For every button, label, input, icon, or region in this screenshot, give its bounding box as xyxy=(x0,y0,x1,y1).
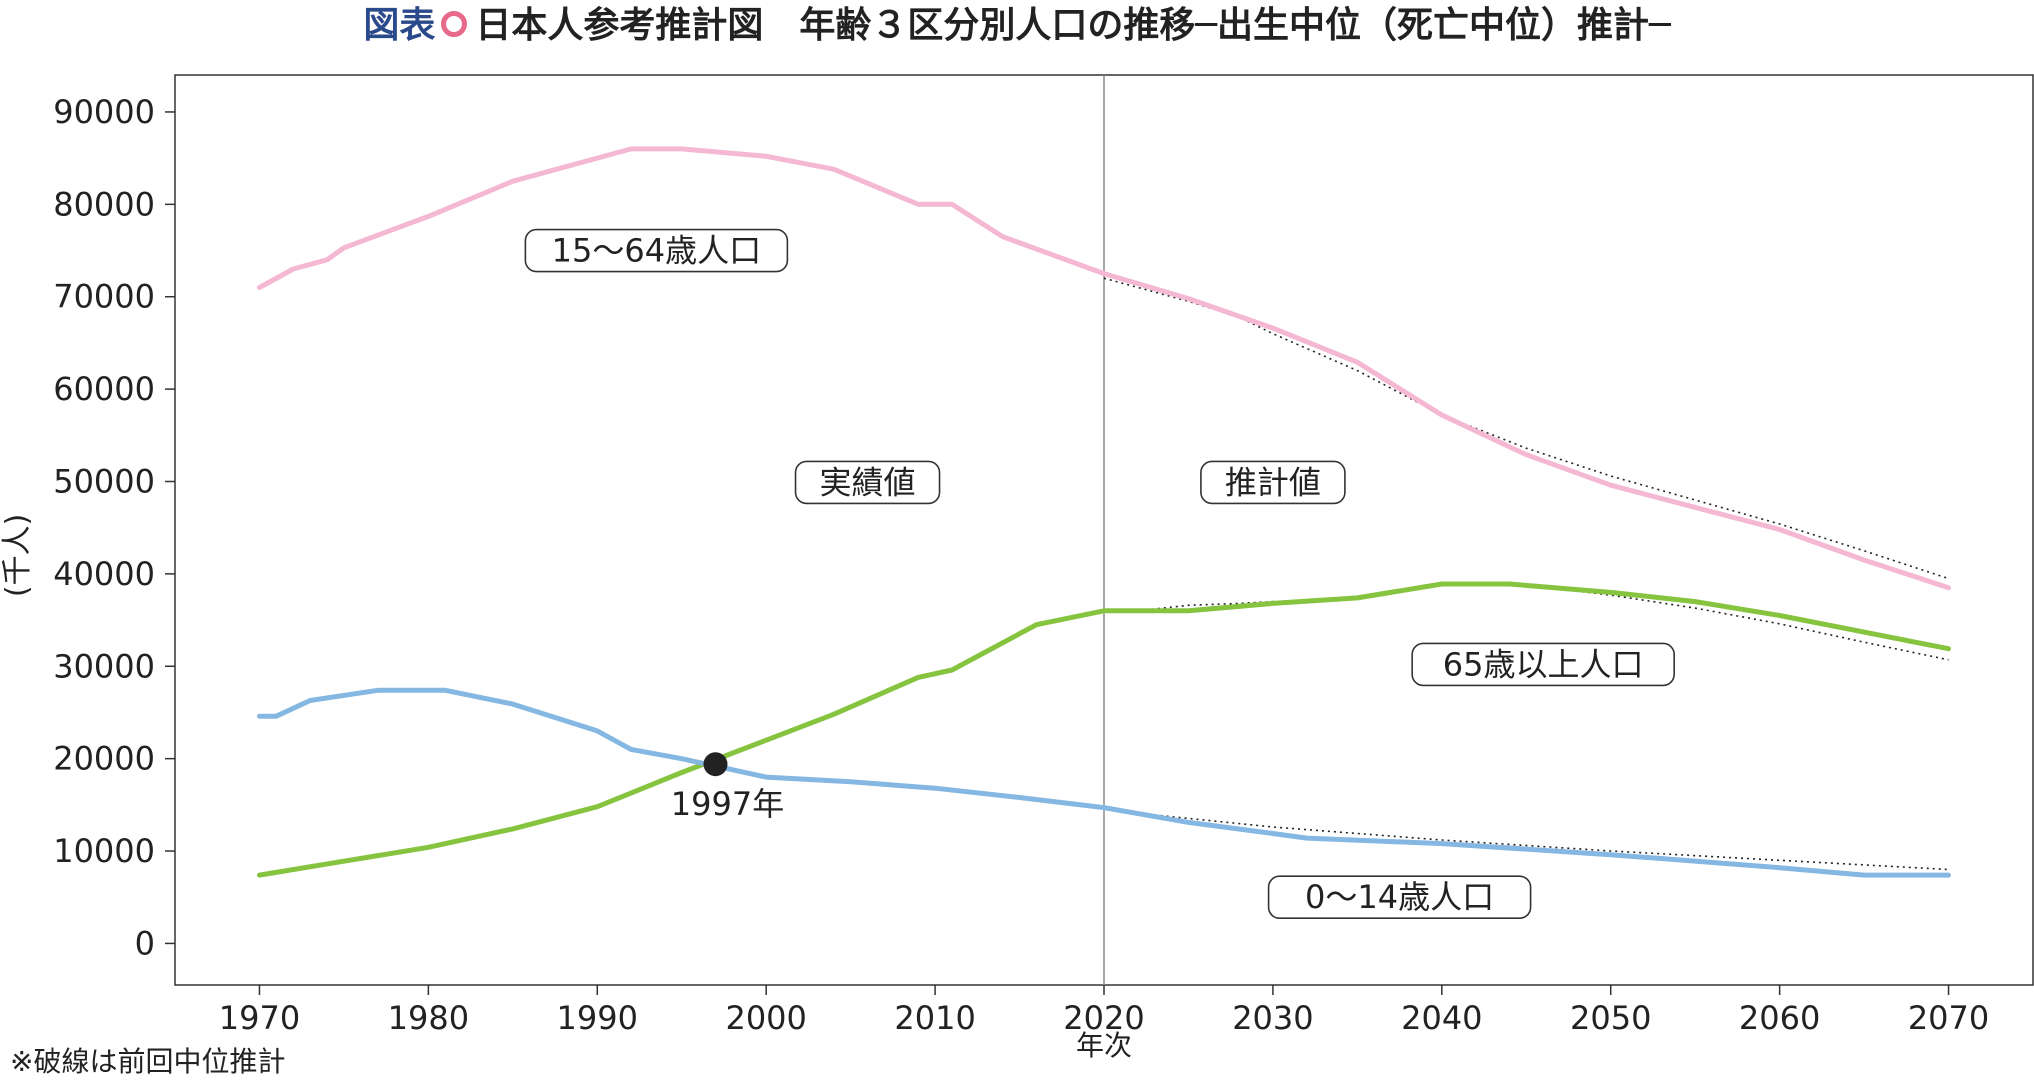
x-tick-label: 2060 xyxy=(1739,999,1820,1037)
label-actual: 実績値 xyxy=(794,460,941,505)
x-tick-label: 1970 xyxy=(219,999,300,1037)
x-tick-label: 2050 xyxy=(1570,999,1651,1037)
series-line xyxy=(257,146,1951,591)
crossover-point xyxy=(703,752,728,777)
y-tick-label: 40000 xyxy=(53,555,155,593)
x-tick-label: 1980 xyxy=(388,999,469,1037)
label-elderly-text: 65歳以上人口 xyxy=(1443,645,1644,683)
y-tick-label: 70000 xyxy=(53,278,155,316)
label-actual-box xyxy=(794,460,941,505)
label-working-age: 15～64歳人口 xyxy=(524,228,789,273)
x-tick-label: 2040 xyxy=(1401,999,1482,1037)
x-tick-label: 2000 xyxy=(725,999,806,1037)
label-projected-box xyxy=(1200,460,1346,505)
previous-projection-line xyxy=(1103,277,1949,580)
y-tick-label: 90000 xyxy=(53,93,155,131)
x-tick-label: 2030 xyxy=(1232,999,1313,1037)
crossover-label: 1997年 xyxy=(671,785,784,823)
previous-projection-lines xyxy=(1103,277,1949,871)
chart-title-text: 日本人参考推計図 年齢３区分別人口の推移─出生中位（死亡中位）推計─ xyxy=(475,5,1671,46)
y-tick-label: 30000 xyxy=(53,647,155,685)
series-lines xyxy=(257,146,1951,878)
x-tick-label: 2020 xyxy=(1063,999,1144,1037)
series-line xyxy=(257,687,1951,878)
label-children-text: 0～14歳人口 xyxy=(1305,878,1494,916)
previous-projection-line xyxy=(1154,814,1949,871)
footnote: ※破線は前回中位推計 xyxy=(10,1045,286,1078)
series-line xyxy=(257,581,1951,878)
y-tick-label: 0 xyxy=(135,924,155,962)
axes: 1970 1980 1990 2000 2010 2020 2030 2040 2050 2060… xyxy=(0,93,1989,1062)
x-tick-label: 1990 xyxy=(557,999,638,1037)
y-tick-label: 10000 xyxy=(53,832,155,870)
label-working-age-text: 15～64歳人口 xyxy=(552,232,761,270)
y-axis-label: (千人) xyxy=(0,514,35,597)
previous-projection-line xyxy=(1103,584,1949,661)
label-children: 0～14歳人口 xyxy=(1267,875,1532,920)
label-projected: 推計値 xyxy=(1200,460,1346,505)
chart-title: 図表 日本人参考推計図 年齢３区分別人口の推移─出生中位（死亡中位）推計─ xyxy=(0,2,2034,50)
x-tick-label: 2070 xyxy=(1908,999,1989,1037)
y-tick-label: 50000 xyxy=(53,462,155,500)
label-actual-text: 実績値 xyxy=(820,463,916,501)
y-tick-label: 80000 xyxy=(53,185,155,223)
x-tick-label: 2010 xyxy=(894,999,975,1037)
label-projected-text: 推計値 xyxy=(1225,463,1321,501)
y-tick-label: 20000 xyxy=(53,740,155,778)
figure-label: 図表 xyxy=(363,5,436,46)
label-working-age-box xyxy=(524,228,789,273)
y-tick-label: 60000 xyxy=(53,370,155,408)
label-elderly-box xyxy=(1411,642,1675,687)
circle-bullet-icon xyxy=(441,11,468,37)
label-children-box xyxy=(1267,875,1532,920)
x-axis-label: 年次 xyxy=(1076,1029,1132,1062)
label-elderly: 65歳以上人口 xyxy=(1411,642,1675,687)
